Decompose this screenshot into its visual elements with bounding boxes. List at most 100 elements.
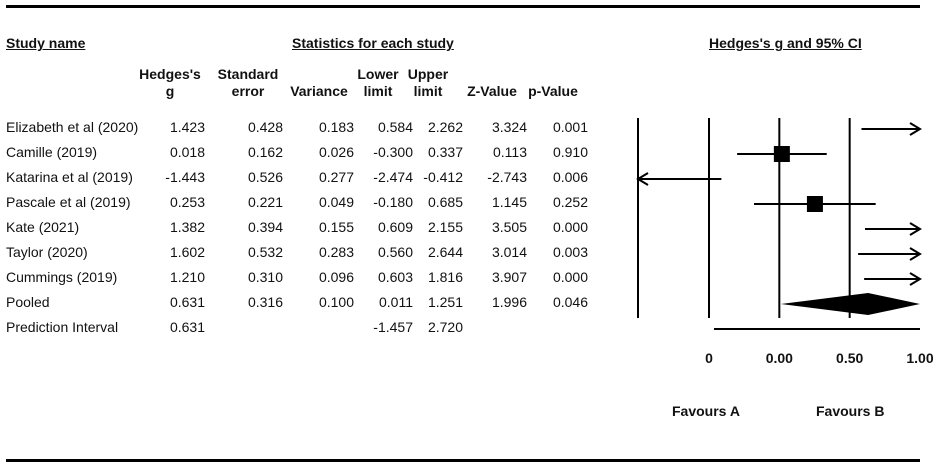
stat-cell: 0.018 bbox=[169, 144, 205, 160]
column-header-line1: Upper bbox=[407, 66, 449, 82]
study-name-header: Study name bbox=[6, 35, 86, 51]
ci-arrow-right bbox=[909, 122, 922, 136]
stat-cell: 3.324 bbox=[491, 119, 527, 135]
stat-cell: 0.003 bbox=[552, 244, 588, 260]
stat-cell: 0.000 bbox=[552, 219, 588, 235]
study-name-cell: Pascale et al (2019) bbox=[6, 194, 131, 210]
study-name-cell: Camille (2019) bbox=[6, 144, 98, 160]
stat-cell: -2.474 bbox=[373, 169, 413, 185]
stat-cell: 0.532 bbox=[247, 244, 283, 260]
column-header-line2: p-Value bbox=[528, 83, 578, 99]
pooled-diamond bbox=[780, 293, 920, 315]
stat-cell: 0.560 bbox=[377, 244, 413, 260]
stat-cell: 0.006 bbox=[552, 169, 588, 185]
stat-cell: 0.910 bbox=[552, 144, 588, 160]
column-header-line2: limit bbox=[363, 83, 393, 99]
study-name-cell: Prediction Interval bbox=[6, 319, 119, 335]
plot-title: Hedges's g and 95% CI bbox=[709, 35, 862, 51]
stat-cell: -2.743 bbox=[487, 169, 527, 185]
column-header-line2: limit bbox=[413, 83, 443, 99]
stat-cell: 0.026 bbox=[318, 144, 354, 160]
stat-cell: 0.316 bbox=[247, 294, 283, 310]
stat-cell: 0.277 bbox=[318, 169, 354, 185]
study-name-cell: Elizabeth et al (2020) bbox=[6, 119, 139, 135]
stat-cell: 2.720 bbox=[427, 319, 463, 335]
column-header-line2: Z-Value bbox=[467, 83, 517, 99]
stat-cell: 3.014 bbox=[491, 244, 527, 260]
column-header-line1: Standard bbox=[217, 66, 279, 82]
stat-cell: 0.046 bbox=[552, 294, 588, 310]
tick-label: 0.50 bbox=[836, 350, 863, 366]
column-header: Standard error bbox=[213, 66, 283, 100]
stat-cell: 0.162 bbox=[247, 144, 283, 160]
column-header-line2: error bbox=[231, 83, 265, 99]
stat-cell: -0.412 bbox=[423, 169, 463, 185]
stat-cell: 0.584 bbox=[377, 119, 413, 135]
point-estimate bbox=[773, 146, 790, 162]
stat-cell: 1.602 bbox=[169, 244, 205, 260]
study-name-cell: Pooled bbox=[6, 294, 50, 310]
column-header: Hedges's g bbox=[135, 66, 205, 100]
stat-cell: -1.443 bbox=[165, 169, 205, 185]
stat-cell: 0.113 bbox=[493, 144, 527, 160]
column-header-line1: Lower bbox=[357, 66, 399, 82]
stat-cell: 0.337 bbox=[427, 144, 463, 160]
tick-label: 1.00 bbox=[906, 350, 933, 366]
stat-cell: 2.262 bbox=[427, 119, 463, 135]
column-header: Upper limit bbox=[393, 66, 463, 100]
ci-arrow-right bbox=[909, 272, 922, 286]
stat-cell: 3.907 bbox=[491, 269, 527, 285]
stat-cell: 0.221 bbox=[247, 194, 283, 210]
stat-cell: 0.685 bbox=[427, 194, 463, 210]
stat-cell: 0.252 bbox=[552, 194, 588, 210]
study-name-cell: Kate (2021) bbox=[6, 219, 80, 235]
stat-cell: 1.423 bbox=[169, 119, 205, 135]
stat-cell: 0.253 bbox=[169, 194, 205, 210]
stat-cell: -1.457 bbox=[373, 319, 413, 335]
stat-cell: 0.631 bbox=[169, 294, 205, 310]
bottom-rule bbox=[6, 459, 920, 462]
study-name-cell: Taylor (2020) bbox=[6, 244, 88, 260]
stat-cell: 0.428 bbox=[247, 119, 283, 135]
stat-cell: 1.382 bbox=[169, 219, 205, 235]
point-estimate bbox=[806, 196, 823, 212]
ci-arrow-left bbox=[636, 172, 649, 186]
stat-cell: -0.300 bbox=[373, 144, 413, 160]
stat-cell: 0.526 bbox=[247, 169, 283, 185]
stat-cell: 0.631 bbox=[169, 319, 205, 335]
ci-arrow-right bbox=[909, 247, 922, 261]
top-rule bbox=[6, 5, 920, 8]
stats-group-header: Statistics for each study bbox=[292, 35, 454, 51]
stat-cell: 0.000 bbox=[552, 269, 588, 285]
column-header-line2: g bbox=[165, 83, 175, 99]
stat-cell: 0.049 bbox=[318, 194, 354, 210]
stat-cell: -0.180 bbox=[373, 194, 413, 210]
favours-a-label: Favours A bbox=[672, 403, 740, 419]
study-name-cell: Katarina et al (2019) bbox=[6, 169, 133, 185]
column-header: p-Value bbox=[518, 66, 588, 100]
ci-arrow-right bbox=[909, 222, 922, 236]
column-header-line1: Hedges's bbox=[139, 66, 201, 82]
stat-cell: 0.096 bbox=[318, 269, 354, 285]
stat-cell: 0.283 bbox=[318, 244, 354, 260]
favours-b-label: Favours B bbox=[816, 403, 885, 419]
stat-cell: 3.505 bbox=[491, 219, 527, 235]
column-header: Variance bbox=[284, 66, 354, 100]
tick-label: 0 bbox=[705, 350, 713, 366]
stat-cell: 1.251 bbox=[427, 294, 463, 310]
column-header: Lower limit bbox=[343, 66, 413, 100]
tick-label: 0.00 bbox=[766, 350, 793, 366]
stat-cell: 0.011 bbox=[379, 294, 413, 310]
stat-cell: 2.644 bbox=[427, 244, 463, 260]
stat-cell: 0.609 bbox=[377, 219, 413, 235]
stat-cell: 0.001 bbox=[552, 119, 588, 135]
stat-cell: 0.155 bbox=[318, 219, 354, 235]
column-header: Z-Value bbox=[457, 66, 527, 100]
stat-cell: 1.145 bbox=[491, 194, 527, 210]
stat-cell: 1.816 bbox=[427, 269, 463, 285]
stat-cell: 0.394 bbox=[247, 219, 283, 235]
stat-cell: 1.210 bbox=[169, 269, 205, 285]
study-name-cell: Cummings (2019) bbox=[6, 269, 118, 285]
stat-cell: 1.996 bbox=[491, 294, 527, 310]
